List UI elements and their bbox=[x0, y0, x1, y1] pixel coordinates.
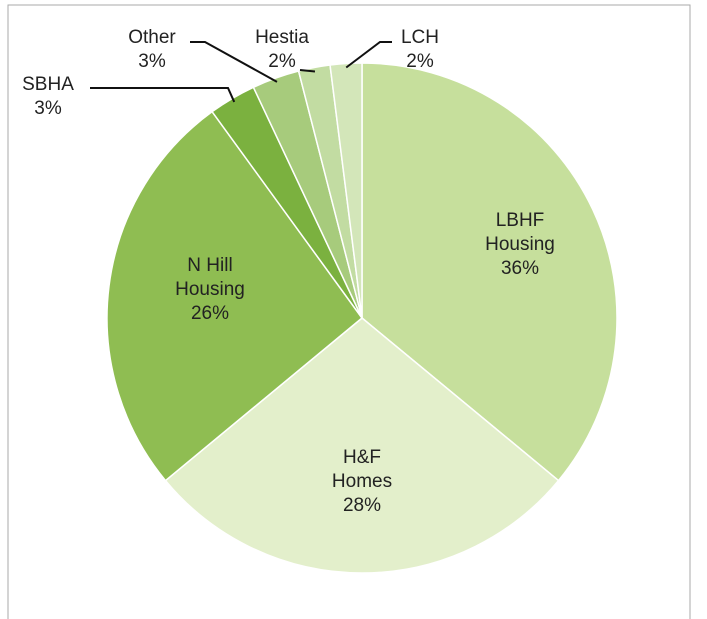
slice-label: N Hill Housing 26% bbox=[165, 254, 255, 326]
slice-label: SBHA 3% bbox=[8, 73, 88, 121]
value-label: 28% bbox=[342, 495, 382, 516]
slice-label: Other 3% bbox=[112, 26, 192, 74]
value-label: 2% bbox=[406, 51, 434, 72]
category-label: LCH bbox=[400, 27, 439, 48]
category-label: H&F Homes bbox=[331, 447, 393, 492]
frame bbox=[7, 4, 691, 619]
category-label: Other bbox=[128, 27, 176, 48]
leader-line bbox=[90, 87, 236, 103]
pie-slice bbox=[106, 110, 364, 482]
pie-slice bbox=[329, 62, 363, 319]
category-label: Hestia bbox=[255, 27, 309, 48]
slice-label: LBHF Housing 36% bbox=[470, 209, 570, 281]
leader-line bbox=[190, 41, 278, 83]
value-label: 2% bbox=[268, 51, 296, 72]
pie-slice bbox=[164, 317, 560, 574]
value-label: 3% bbox=[34, 98, 62, 119]
category-label: SBHA bbox=[22, 74, 74, 95]
value-label: 36% bbox=[500, 258, 540, 279]
pie-slice bbox=[361, 62, 618, 482]
category-label: LBHF Housing bbox=[485, 210, 555, 255]
slice-label: LCH 2% bbox=[380, 26, 460, 74]
leader-line bbox=[345, 41, 392, 69]
slice-label: Hestia 2% bbox=[242, 26, 322, 74]
value-label: 3% bbox=[138, 51, 166, 72]
leader-line bbox=[299, 69, 316, 73]
slice-label: H&F Homes 28% bbox=[317, 446, 407, 518]
category-label: N Hill Housing bbox=[175, 255, 245, 300]
value-label: 26% bbox=[190, 303, 230, 324]
